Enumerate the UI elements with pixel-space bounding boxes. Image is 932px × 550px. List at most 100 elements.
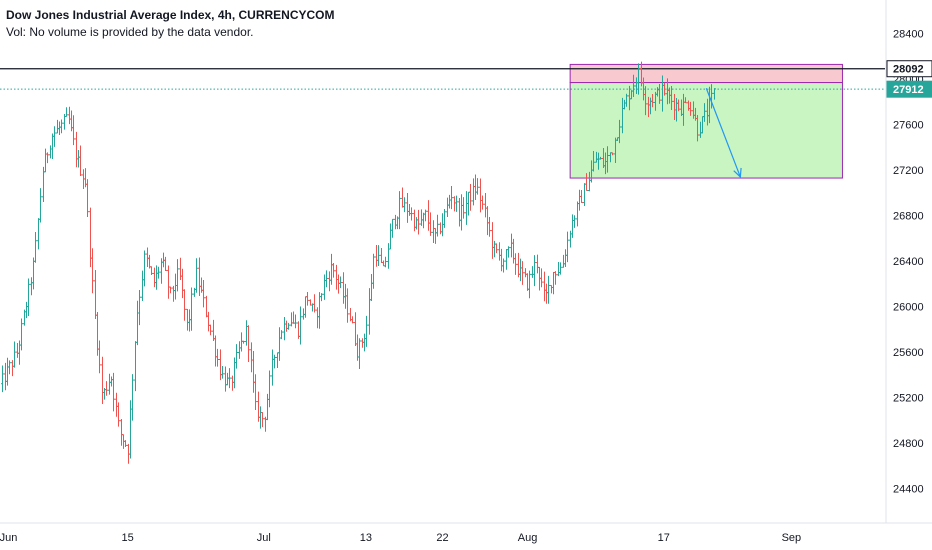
candle bbox=[703, 103, 706, 122]
candle bbox=[320, 293, 323, 302]
candle bbox=[188, 309, 191, 332]
candle bbox=[540, 268, 543, 288]
candle bbox=[292, 311, 295, 324]
candle bbox=[505, 248, 508, 270]
candle bbox=[472, 178, 475, 206]
candle bbox=[316, 307, 319, 329]
candle bbox=[573, 215, 576, 228]
candle bbox=[358, 338, 361, 369]
candle bbox=[592, 151, 595, 172]
price-tag-28092: 28092 bbox=[886, 60, 932, 78]
candle bbox=[186, 308, 189, 331]
candle bbox=[427, 200, 430, 231]
candle bbox=[585, 173, 588, 192]
candle bbox=[519, 258, 522, 282]
candle bbox=[75, 131, 78, 168]
candle bbox=[280, 330, 283, 340]
candle bbox=[517, 252, 520, 278]
candle bbox=[60, 119, 63, 134]
candle bbox=[337, 274, 340, 294]
candle bbox=[448, 194, 451, 209]
candle bbox=[221, 366, 224, 379]
candle bbox=[429, 212, 432, 236]
candle bbox=[290, 312, 293, 327]
candle bbox=[328, 271, 331, 292]
candle bbox=[13, 341, 16, 368]
candle bbox=[365, 315, 368, 347]
candle bbox=[424, 209, 427, 222]
candle bbox=[536, 254, 539, 274]
candle bbox=[455, 195, 458, 212]
candle bbox=[294, 314, 297, 329]
candle bbox=[644, 86, 647, 116]
candle bbox=[403, 197, 406, 213]
candle bbox=[259, 406, 262, 429]
arrow-shaft bbox=[705, 88, 741, 178]
candle bbox=[481, 195, 484, 210]
x-tick-label: Jul bbox=[257, 532, 271, 544]
candle bbox=[77, 150, 80, 168]
candle bbox=[108, 373, 111, 395]
candle bbox=[287, 322, 290, 330]
candle bbox=[398, 191, 401, 230]
candle bbox=[363, 333, 366, 352]
candle bbox=[387, 243, 390, 269]
candle bbox=[346, 288, 349, 323]
candle bbox=[453, 196, 456, 212]
candle bbox=[677, 99, 680, 112]
candle bbox=[420, 209, 423, 226]
candle bbox=[79, 145, 82, 177]
candle bbox=[325, 270, 328, 288]
candle bbox=[507, 246, 510, 258]
candle bbox=[531, 266, 534, 278]
candle bbox=[524, 268, 527, 278]
candle bbox=[16, 342, 19, 358]
candle bbox=[500, 248, 503, 272]
candle bbox=[434, 228, 437, 244]
candle bbox=[141, 270, 144, 302]
candle bbox=[545, 283, 548, 304]
candle bbox=[637, 63, 640, 95]
candle bbox=[330, 253, 333, 285]
y-tick-label: 26800 bbox=[893, 211, 924, 223]
candle bbox=[51, 133, 54, 160]
symbol-title[interactable]: Dow Jones Industrial Average Index, 4h, … bbox=[6, 8, 335, 22]
candle bbox=[235, 344, 238, 369]
x-tick-label: Sep bbox=[782, 532, 802, 544]
candle bbox=[377, 245, 380, 267]
candle bbox=[268, 370, 271, 408]
x-tick-label: Jun bbox=[0, 532, 17, 544]
candle bbox=[238, 341, 241, 359]
candle bbox=[202, 279, 205, 308]
candle bbox=[120, 419, 123, 446]
candle bbox=[370, 274, 373, 301]
candle bbox=[105, 381, 108, 396]
candle bbox=[49, 145, 52, 159]
candle bbox=[56, 119, 59, 134]
candle bbox=[216, 348, 219, 367]
candle bbox=[37, 218, 40, 250]
candle bbox=[510, 233, 513, 258]
time-axis-bg bbox=[0, 523, 932, 550]
candle bbox=[117, 402, 120, 427]
candle bbox=[566, 231, 569, 263]
y-tick-label: 24400 bbox=[893, 483, 924, 495]
candle bbox=[164, 256, 167, 271]
forecast-arrow bbox=[705, 88, 742, 179]
candle bbox=[134, 341, 137, 392]
volume-note: Vol: No volume is provided by the data v… bbox=[6, 25, 254, 39]
y-tick-label: 28400 bbox=[893, 29, 924, 41]
price-tag-bg bbox=[886, 60, 932, 78]
candle bbox=[20, 318, 23, 351]
candle bbox=[30, 277, 33, 296]
price-tag-27912: 27912 bbox=[886, 80, 932, 98]
candle bbox=[368, 288, 371, 335]
candle bbox=[443, 209, 446, 228]
candle bbox=[502, 258, 505, 273]
candle bbox=[547, 275, 550, 304]
candle bbox=[283, 316, 286, 341]
candle bbox=[261, 412, 264, 428]
candle bbox=[569, 230, 572, 248]
